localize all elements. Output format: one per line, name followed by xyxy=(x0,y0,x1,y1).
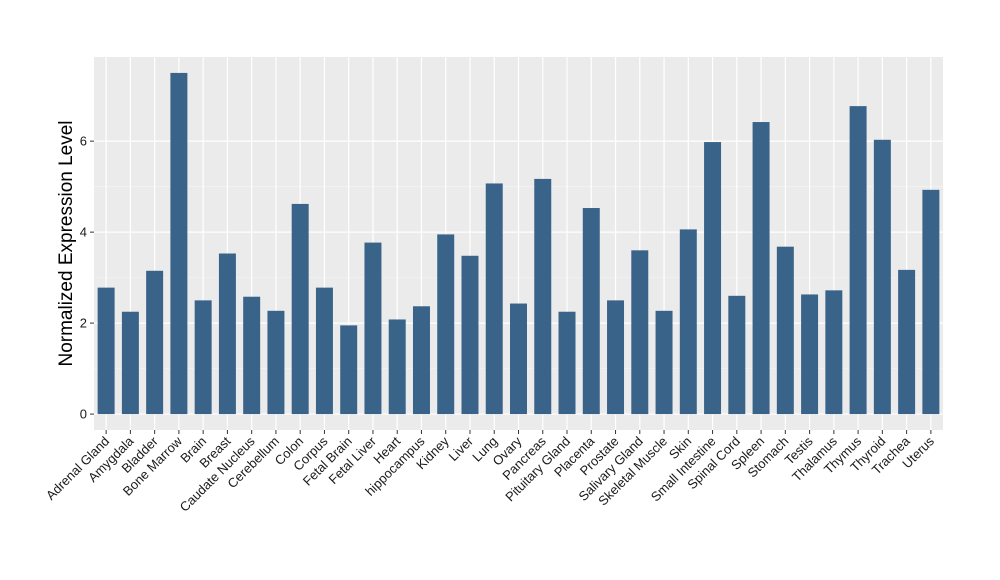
bar-thalamus xyxy=(825,290,843,415)
bar-caudate-nucleus xyxy=(243,296,261,415)
bar-cerebellum xyxy=(267,310,285,415)
bar-breast xyxy=(218,253,236,415)
bar-uterus xyxy=(922,189,940,415)
bar-liver xyxy=(461,255,479,415)
bar-trachea xyxy=(898,269,916,415)
bar-thymus xyxy=(849,106,867,415)
y-tick-label: 2 xyxy=(80,316,87,331)
bar-spinal-cord xyxy=(728,295,746,415)
bar-pituitary-gland xyxy=(558,311,576,415)
bar-testis xyxy=(801,294,819,415)
bar-salivary-gland xyxy=(631,250,649,415)
bar-spleen xyxy=(752,122,770,415)
bar-bladder xyxy=(146,270,164,415)
x-tick-label: Liver xyxy=(446,433,477,464)
bar-placenta xyxy=(582,208,600,415)
bar-brain xyxy=(194,300,212,415)
bar-skin xyxy=(679,229,697,415)
bar-amygdala xyxy=(121,311,139,415)
bar-skeletal-muscle xyxy=(655,310,673,415)
bar-heart xyxy=(388,319,406,415)
bars-layer xyxy=(97,72,940,415)
bar-adrenal-gland xyxy=(97,287,115,415)
y-tick-label: 4 xyxy=(80,225,87,240)
bar-prostate xyxy=(607,300,625,415)
bar-lung xyxy=(485,183,503,415)
y-axis-title: Normalized Expression Level xyxy=(56,120,77,366)
bar-bone-marrow xyxy=(170,72,188,415)
bar-colon xyxy=(291,203,309,415)
y-tick-label: 6 xyxy=(80,134,87,149)
bar-small-intestine xyxy=(704,142,722,415)
bar-ovary xyxy=(510,303,527,415)
bar-fetal-liver xyxy=(364,242,382,415)
bar-fetal-brain xyxy=(340,325,358,415)
y-tick-label: 0 xyxy=(80,407,87,422)
bar-kidney xyxy=(437,234,455,415)
bar-pancreas xyxy=(534,178,552,415)
bar-hippocampus xyxy=(412,306,430,415)
bar-thyroid xyxy=(873,139,891,415)
bar-corpus xyxy=(315,287,333,415)
bar-stomach xyxy=(776,246,794,415)
